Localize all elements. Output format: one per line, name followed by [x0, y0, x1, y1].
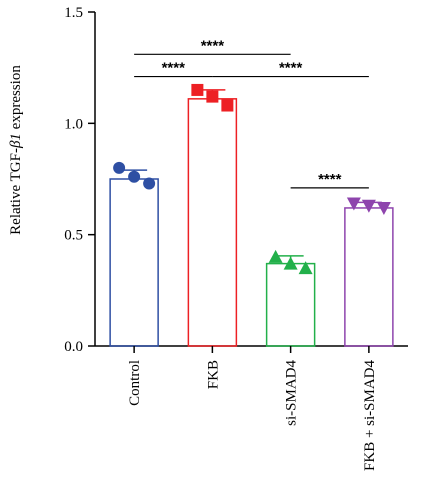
bar	[109, 178, 159, 347]
x-tick-label: Control	[127, 360, 143, 406]
x-tick-label: si-SMAD4	[284, 360, 300, 426]
bar	[344, 207, 394, 347]
data-point	[268, 249, 283, 263]
significance-label: ****	[201, 37, 225, 54]
data-point	[283, 256, 298, 270]
data-point	[376, 201, 391, 215]
data-point	[113, 161, 126, 174]
y-axis-title: Relative TGF-β1 expression	[8, 65, 24, 235]
x-tick-label: FKB + si-SMAD4	[362, 360, 378, 471]
y-tick-label: 1.5	[64, 5, 83, 21]
significance-label: ****	[279, 60, 303, 77]
data-point	[206, 90, 219, 103]
x-tick-label: FKB	[205, 360, 221, 389]
data-point	[346, 197, 361, 211]
data-point	[361, 199, 376, 213]
data-point	[298, 261, 313, 275]
data-point	[221, 99, 234, 112]
data-point	[191, 83, 204, 96]
bar	[187, 98, 238, 347]
significance-label: ****	[162, 60, 186, 77]
data-point	[128, 170, 141, 183]
data-point	[143, 177, 156, 190]
bar	[265, 262, 316, 347]
plot-area: 0.0 0.5 1.0 1.5 Control FKB si-SMAD4 FKB + si-S…	[64, 5, 408, 471]
significance-label: ****	[318, 171, 342, 188]
y-tick-label: 1.0	[64, 116, 83, 132]
y-tick-label: 0.5	[64, 228, 83, 244]
y-tick-label: 0.0	[64, 339, 83, 355]
